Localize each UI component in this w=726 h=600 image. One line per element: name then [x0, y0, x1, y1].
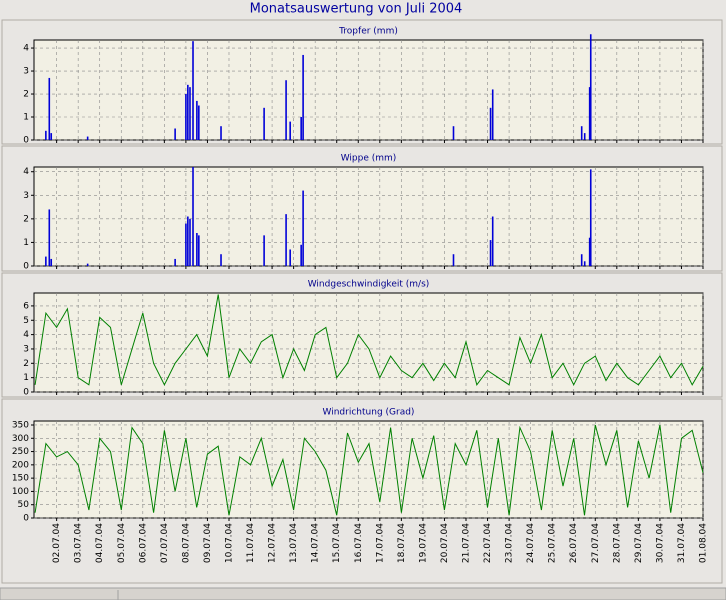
- x-tick-label: 19.07.04: [418, 523, 428, 563]
- y-tick-label: 300: [12, 434, 29, 444]
- x-tick-label: 30.07.04: [655, 523, 665, 563]
- data-line: [34, 294, 704, 386]
- x-tick-label: 28.07.04: [612, 523, 622, 563]
- y-tick-label: 0: [23, 388, 29, 398]
- panel-title: Tropfer (mm): [338, 27, 398, 37]
- y-tick-label: 2: [23, 359, 29, 369]
- x-tick-label: 16.07.04: [354, 523, 364, 563]
- y-tick-label: 4: [23, 44, 29, 54]
- y-tick-label: 3: [23, 67, 29, 77]
- page-title: Monatsauswertung von Juli 2004: [250, 2, 463, 17]
- y-tick-label: 250: [12, 447, 29, 457]
- status-bar: [0, 587, 726, 600]
- y-tick-label: 150: [12, 474, 29, 484]
- x-tick-label: 25.07.04: [548, 523, 558, 563]
- panel-frame: [1, 145, 723, 272]
- x-tick-label: 31.07.04: [677, 523, 687, 563]
- x-tick-label: 01.08.04: [699, 523, 709, 563]
- panel-title: Wippe (mm): [341, 154, 397, 164]
- x-tick-label: 15.07.04: [332, 523, 342, 563]
- panel-frame: [1, 272, 723, 398]
- x-tick-label: 24.07.04: [526, 523, 536, 563]
- data-line: [34, 424, 704, 516]
- y-tick-label: 4: [23, 330, 29, 340]
- x-tick-label: 03.07.04: [74, 523, 84, 563]
- y-tick-label: 200: [12, 460, 29, 470]
- y-tick-label: 6: [23, 301, 29, 311]
- x-tick-label: 23.07.04: [505, 523, 515, 563]
- x-tick-label: 08.07.04: [181, 523, 191, 563]
- x-tick-label: 22.07.04: [483, 523, 493, 563]
- y-tick-label: 2: [23, 214, 29, 224]
- x-tick-label: 29.07.04: [634, 523, 644, 563]
- y-tick-label: 5: [23, 316, 29, 326]
- x-tick-label: 09.07.04: [203, 523, 213, 563]
- panel-frame: [1, 398, 723, 584]
- plot-area: [33, 39, 704, 141]
- y-tick-label: 1: [23, 373, 29, 383]
- x-tick-label: 14.07.04: [311, 523, 321, 563]
- y-tick-label: 0: [23, 514, 29, 524]
- plot-area: [33, 292, 704, 393]
- x-tick-label: 12.07.04: [268, 523, 278, 563]
- x-tick-label: 10.07.04: [224, 523, 234, 563]
- y-tick-label: 1: [23, 238, 29, 248]
- x-tick-label: 13.07.04: [289, 523, 299, 563]
- plot-area: [33, 166, 704, 267]
- x-tick-label: 06.07.04: [138, 523, 148, 563]
- y-tick-label: 50: [18, 500, 30, 510]
- x-tick-label: 17.07.04: [375, 523, 385, 563]
- x-tick-label: 27.07.04: [591, 523, 601, 563]
- panel-title: Windgeschwindigkeit (m/s): [308, 280, 430, 290]
- x-tick-label: 26.07.04: [569, 523, 579, 563]
- y-tick-label: 0: [23, 262, 29, 272]
- y-tick-label: 0: [23, 136, 29, 146]
- x-tick-label: 21.07.04: [461, 523, 471, 563]
- x-tick-label: 04.07.04: [95, 523, 105, 563]
- plot-area: [33, 420, 704, 519]
- panel-title: Windrichtung (Grad): [323, 408, 415, 418]
- x-tick-label: 02.07.04: [52, 523, 62, 563]
- y-tick-label: 4: [23, 167, 29, 177]
- y-tick-label: 1: [23, 113, 29, 123]
- x-tick-label: 20.07.04: [440, 523, 450, 563]
- y-tick-label: 3: [23, 344, 29, 354]
- y-tick-label: 100: [12, 487, 29, 497]
- y-tick-label: 350: [12, 420, 29, 430]
- x-tick-label: 11.07.04: [246, 523, 256, 563]
- x-tick-label: 07.07.04: [160, 523, 170, 563]
- panel-frame: [1, 19, 723, 145]
- x-tick-label: 18.07.04: [397, 523, 407, 563]
- y-tick-label: 3: [23, 191, 29, 201]
- y-tick-label: 2: [23, 90, 29, 100]
- x-tick-label: 05.07.04: [117, 523, 127, 563]
